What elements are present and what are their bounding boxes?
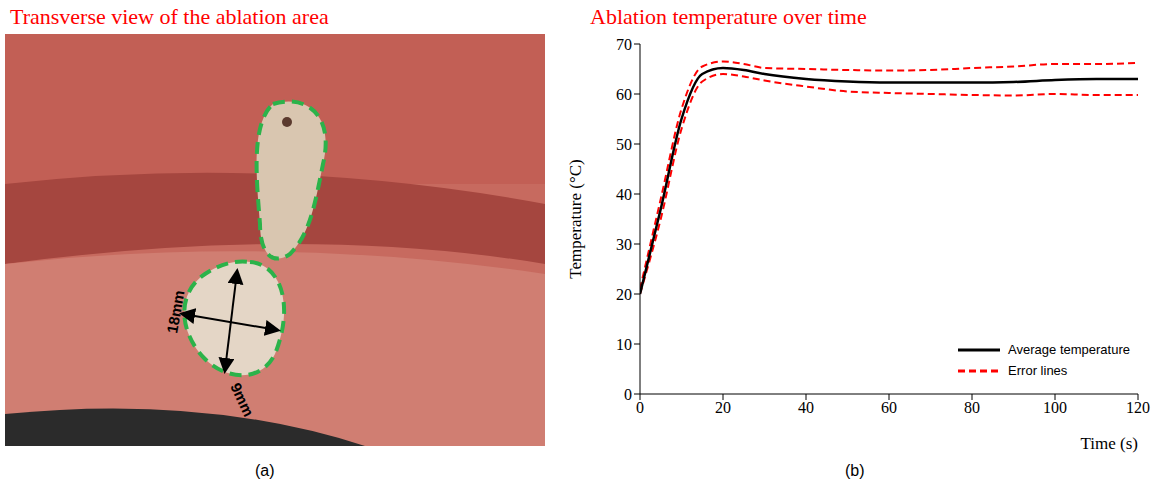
svg-text:0: 0 — [624, 386, 632, 403]
svg-text:10: 10 — [616, 336, 632, 353]
svg-text:40: 40 — [616, 186, 632, 203]
svg-text:60: 60 — [881, 399, 897, 416]
svg-text:60: 60 — [616, 86, 632, 103]
svg-text:20: 20 — [616, 286, 632, 303]
svg-text:20: 20 — [715, 399, 731, 416]
html-text:(a): (a) — [255, 462, 275, 479]
svg-text:120: 120 — [1126, 399, 1150, 416]
svg-text:0: 0 — [636, 399, 644, 416]
svg-text:80: 80 — [964, 399, 980, 416]
svg-text:9mm: 9mm — [227, 380, 257, 419]
svg-text:30: 30 — [616, 236, 632, 253]
html-text:Transverse view of the ablatio: Transverse view of the ablation area — [10, 4, 329, 29]
svg-text:100: 100 — [1043, 399, 1067, 416]
svg-text:18mm: 18mm — [163, 289, 187, 335]
html-text:Ablation temperature over time: Ablation temperature over time — [590, 4, 867, 29]
svg-text:70: 70 — [616, 36, 632, 53]
svg-text:Temperature (°C): Temperature (°C) — [566, 159, 585, 278]
html-text:(b): (b) — [845, 462, 865, 479]
svg-text:50: 50 — [616, 136, 632, 153]
html-text:Average temperature: Average temperature — [1008, 342, 1130, 357]
html-text:Error lines: Error lines — [1008, 363, 1068, 378]
svg-text:Time (s): Time (s) — [1081, 434, 1138, 453]
svg-text:40: 40 — [798, 399, 814, 416]
